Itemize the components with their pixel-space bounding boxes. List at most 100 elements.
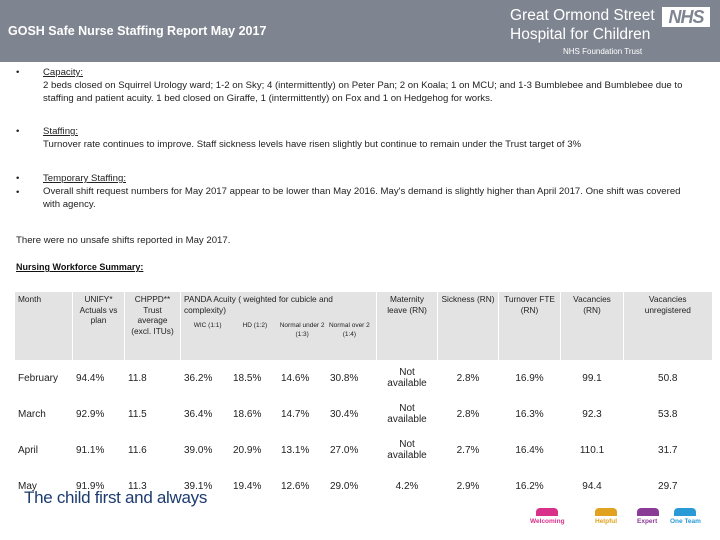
header-hd: HD (1:2) — [242, 322, 268, 329]
cell-normal-over-2: 27.0% — [325, 432, 377, 468]
cell-hd: 19.4% — [229, 468, 278, 504]
expert-icon — [637, 508, 659, 516]
cell-sickness: 2.9% — [437, 468, 499, 504]
header-maternity: Maternity leave (RN) — [376, 292, 438, 360]
logo-line-2: Hospital for Children — [510, 26, 651, 43]
cell-vacancies-unregistered: 50.8 — [623, 360, 712, 396]
section-body: 2 beds closed on Squirrel Urology ward; … — [43, 80, 683, 104]
header-wic: WIC (1:1) — [193, 322, 222, 329]
table-header-row: Month UNIFY* Actuals vs plan CHPPD** Tru… — [14, 292, 712, 360]
cell-sickness: 2.7% — [437, 432, 499, 468]
cell-vacancies: 94.4 — [560, 468, 624, 504]
cell-unify: 91.1% — [72, 432, 125, 468]
section-staffing: • Staffing: Turnover rate continues to i… — [16, 125, 696, 151]
cell-wic: 39.0% — [180, 432, 230, 468]
helpful-icon — [595, 508, 618, 516]
cell-turnover: 16.4% — [498, 432, 561, 468]
header-vacancies-unregistered: Vacancies unregistered — [623, 292, 712, 360]
header-vacancies: Vacancies (RN) — [560, 292, 624, 360]
tagline: The child first and always — [24, 488, 208, 507]
cell-vacancies: 92.3 — [560, 396, 624, 432]
cell-hd: 18.6% — [229, 396, 278, 432]
value-helpful: Helpful — [595, 508, 617, 525]
cell-maternity: 4.2% — [376, 468, 438, 504]
cell-normal-under-2: 14.6% — [277, 360, 327, 396]
section-heading: Capacity: — [43, 67, 83, 78]
header-chppd: CHPPD** Trust average (excl. ITUs) — [124, 292, 181, 360]
header-panda: PANDA Acuity ( weighted for cubicle and … — [179, 292, 377, 360]
cell-month: February — [14, 360, 73, 396]
cell-hd: 20.9% — [229, 432, 278, 468]
cell-month: April — [14, 432, 73, 468]
cell-hd: 18.5% — [229, 360, 278, 396]
value-one-team: One Team — [670, 508, 701, 525]
value-label: Expert — [637, 518, 658, 525]
cell-sickness: 2.8% — [437, 360, 499, 396]
header-normal-under-2: Normal under 2 (1:3) — [279, 322, 325, 338]
cell-maternity: Not available — [376, 360, 438, 396]
cell-normal-over-2: 30.8% — [325, 360, 377, 396]
cell-normal-under-2: 12.6% — [277, 468, 327, 504]
section-heading: Temporary Staffing: — [43, 173, 127, 184]
cell-wic: 36.4% — [180, 396, 230, 432]
bullet: • — [16, 126, 20, 137]
panda-title: PANDA Acuity ( weighted for cubicle and … — [184, 294, 333, 315]
cell-chppd: 11.8 — [124, 360, 181, 396]
page-title: GOSH Safe Nurse Staffing Report May 2017 — [8, 24, 267, 38]
workforce-summary-title: Nursing Workforce Summary: — [16, 262, 144, 272]
value-expert: Expert — [637, 508, 659, 525]
section-capacity: • Capacity: 2 beds closed on Squirrel Ur… — [16, 66, 696, 105]
cell-normal-under-2: 13.1% — [277, 432, 327, 468]
cell-vacancies-unregistered: 31.7 — [623, 432, 712, 468]
value-label: One Team — [670, 518, 701, 525]
cell-chppd: 11.5 — [124, 396, 181, 432]
cell-normal-over-2: 29.0% — [325, 468, 377, 504]
cell-month: March — [14, 396, 73, 432]
section-heading: Staffing: — [43, 126, 79, 137]
cell-turnover: 16.3% — [498, 396, 561, 432]
cell-maternity: Not available — [376, 396, 438, 432]
cell-month: May — [14, 468, 73, 504]
logo-line-1: Great Ormond Street — [510, 7, 655, 24]
bullet: • — [16, 187, 20, 198]
cell-unify: 92.9% — [72, 396, 125, 432]
nhs-logo: NHS — [662, 7, 710, 27]
cell-chppd: 11.3 — [124, 468, 181, 504]
cell-vacancies-unregistered: 29.7 — [623, 468, 712, 504]
cell-normal-over-2: 30.4% — [325, 396, 377, 432]
workforce-table: Month UNIFY* Actuals vs plan CHPPD** Tru… — [14, 292, 712, 504]
header-unify: UNIFY* Actuals vs plan — [72, 292, 125, 360]
cell-wic: 36.2% — [180, 360, 230, 396]
header-bar: GOSH Safe Nurse Staffing Report May 2017… — [0, 0, 720, 62]
cell-turnover: 16.2% — [498, 468, 561, 504]
section-body: Overall shift request numbers for May 20… — [43, 186, 681, 210]
value-label: Welcoming — [530, 518, 565, 525]
welcoming-icon — [536, 508, 559, 516]
header-sickness: Sickness (RN) — [437, 292, 499, 360]
header-month: Month — [14, 292, 73, 360]
hospital-logo-text: Great Ormond Street Hospital for Childre… — [510, 6, 655, 44]
nhs-trust-label: NHS Foundation Trust — [563, 47, 643, 56]
bullet: • — [16, 67, 20, 78]
cell-vacancies: 110.1 — [560, 432, 624, 468]
one-team-icon — [674, 508, 697, 516]
value-welcoming: Welcoming — [530, 508, 565, 525]
cell-wic: 39.1% — [180, 468, 230, 504]
cell-unify: 94.4% — [72, 360, 125, 396]
bullet: • — [16, 173, 20, 184]
cell-normal-under-2: 14.7% — [277, 396, 327, 432]
unsafe-shifts-note: There were no unsafe shifts reported in … — [16, 235, 231, 246]
cell-maternity: Not available — [376, 432, 438, 468]
section-temporary-staffing: • • Temporary Staffing: Overall shift re… — [16, 172, 696, 211]
table-row: February 94.4% 11.8 36.2% 18.5% 14.6% 30… — [14, 360, 712, 396]
cell-chppd: 11.6 — [124, 432, 181, 468]
table-row: May 91.9% 11.3 39.1% 19.4% 12.6% 29.0% 4… — [14, 468, 712, 504]
section-body: Turnover rate continues to improve. Staf… — [43, 139, 582, 150]
header-turnover: Turnover FTE (RN) — [498, 292, 561, 360]
cell-unify: 91.9% — [72, 468, 125, 504]
value-label: Helpful — [595, 518, 618, 525]
cell-vacancies-unregistered: 53.8 — [623, 396, 712, 432]
cell-turnover: 16.9% — [498, 360, 561, 396]
table-row: April 91.1% 11.6 39.0% 20.9% 13.1% 27.0%… — [14, 432, 712, 468]
table-row: March 92.9% 11.5 36.4% 18.6% 14.7% 30.4%… — [14, 396, 712, 432]
